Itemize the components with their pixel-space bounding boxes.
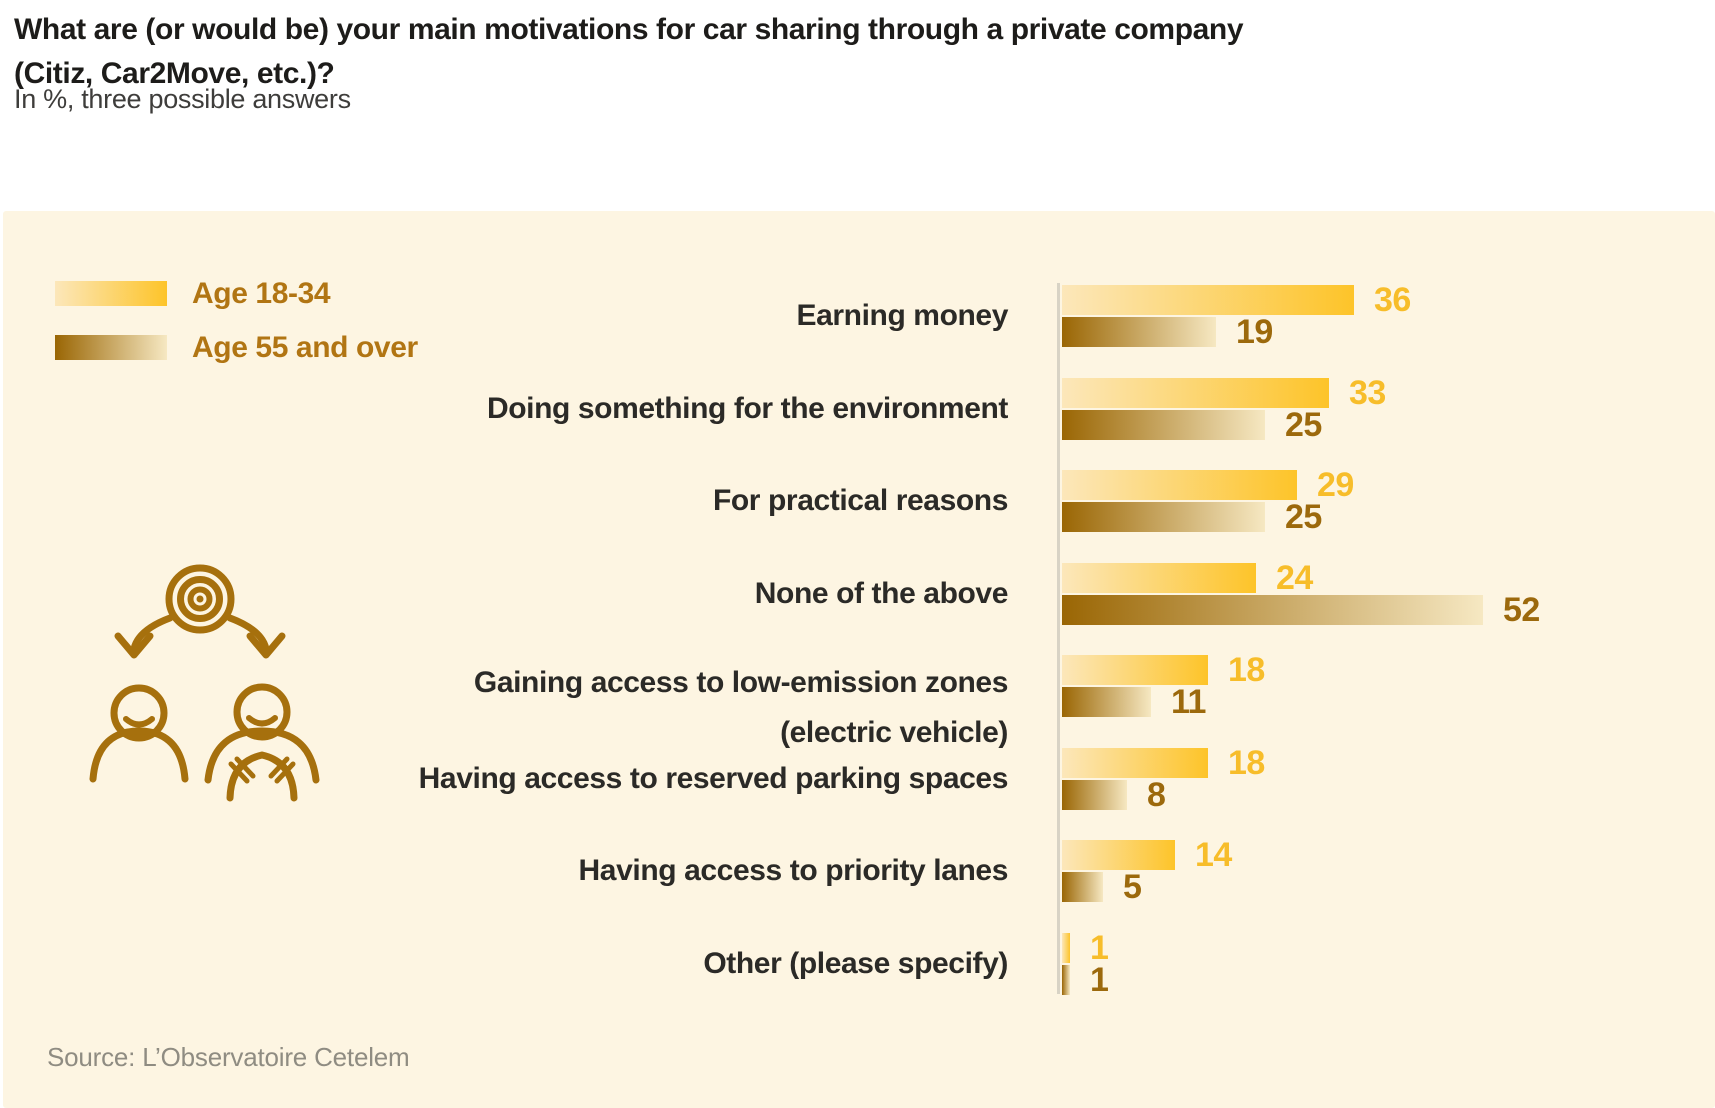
- legend-swatch-age-55-over: [55, 335, 167, 360]
- value-label-age-18-34: 36: [1374, 281, 1411, 319]
- chart-subtitle: In %, three possible answers: [14, 84, 351, 114]
- category-label: Having access to priority lanes: [578, 840, 1009, 902]
- chart-panel-background: [3, 211, 1715, 1108]
- bar-age-18-34: [1062, 748, 1208, 778]
- bar-age-55-over: [1062, 502, 1265, 532]
- bar-age-55-over: [1062, 410, 1265, 440]
- category-label-line: Earning money: [796, 299, 1008, 332]
- bar-age-55-over: [1062, 317, 1216, 347]
- chart-row: Earning money 36 19: [0, 281, 1715, 351]
- value-label-age-55-over: 11: [1171, 683, 1206, 721]
- source-note: Source: L’Observatoire Cetelem: [47, 1042, 410, 1072]
- target-people-icon: [89, 564, 320, 802]
- legend-label-age-18-34: Age 18-34: [192, 277, 331, 310]
- chart-title-line1: What are (or would be) your main motivat…: [14, 13, 1244, 46]
- bar-age-18-34: [1062, 378, 1329, 408]
- category-label-line: None of the above: [754, 577, 1009, 610]
- value-label-age-55-over: 8: [1147, 776, 1166, 814]
- bar-age-18-34: [1062, 840, 1175, 870]
- chart-row: For practical reasons 29 25: [0, 466, 1715, 536]
- category-label: Having access to reserved parking spaces: [418, 748, 1009, 810]
- chart-axis-line: [1057, 283, 1060, 994]
- chart-row: Other (please specify) 1 1: [0, 929, 1715, 999]
- legend-swatch-age-18-34: [55, 281, 167, 306]
- chart-row: None of the above 24 52: [0, 559, 1715, 629]
- value-label-age-55-over: 52: [1503, 591, 1540, 629]
- bar-age-55-over: [1062, 780, 1127, 810]
- chart-row: Having access to reserved parking spaces…: [0, 744, 1715, 814]
- bar-age-18-34: [1062, 655, 1208, 685]
- bar-age-55-over: [1062, 965, 1070, 995]
- value-label-age-55-over: 19: [1236, 313, 1273, 351]
- category-label-line: Gaining access to low-emission zones: [473, 666, 1008, 699]
- bar-age-18-34: [1062, 563, 1256, 593]
- bar-age-55-over: [1062, 687, 1151, 717]
- category-label: Other (please specify): [703, 933, 1008, 995]
- value-label-age-18-34: 29: [1317, 466, 1354, 504]
- bar-age-18-34: [1062, 285, 1354, 315]
- chart-row: Doing something for the environment 33 2…: [0, 374, 1715, 444]
- value-label-age-18-34: 1: [1090, 929, 1109, 967]
- category-label-line: Other (please specify): [703, 947, 1008, 980]
- value-label-age-18-34: 14: [1195, 836, 1232, 874]
- value-label-age-55-over: 25: [1285, 406, 1322, 444]
- value-label-age-55-over: 5: [1123, 868, 1142, 906]
- category-label: Earning money: [796, 285, 1008, 347]
- value-label-age-18-34: 18: [1228, 651, 1265, 689]
- category-label-line: Having access to reserved parking spaces: [418, 762, 1009, 795]
- category-label: For practical reasons: [713, 470, 1008, 532]
- bar-age-18-34: [1062, 933, 1070, 963]
- chart-row: Having access to priority lanes 14 5: [0, 836, 1715, 906]
- value-label-age-55-over: 1: [1090, 961, 1109, 999]
- bar-age-18-34: [1062, 470, 1297, 500]
- category-label-line: Having access to priority lanes: [578, 854, 1009, 887]
- category-label-line: Doing something for the environment: [486, 392, 1008, 425]
- category-label-line: For practical reasons: [712, 484, 1008, 517]
- chart-row: Gaining access to low-emission zones (ele…: [0, 651, 1715, 749]
- bar-age-55-over: [1062, 872, 1103, 902]
- category-label: None of the above: [754, 563, 1009, 625]
- category-label: Doing something for the environment: [487, 378, 1008, 440]
- value-label-age-55-over: 25: [1285, 498, 1322, 536]
- legend-label-age-55-over: Age 55 and over: [192, 331, 418, 364]
- category-label-line: (electric vehicle): [780, 716, 1008, 749]
- chart-title: What are (or would be) your main motivat…: [14, 8, 1244, 96]
- chart-title-line2: (Citiz, Car2Move, etc.)?: [14, 57, 335, 90]
- value-label-age-18-34: 18: [1228, 744, 1265, 782]
- value-label-age-18-34: 24: [1276, 559, 1313, 597]
- value-label-age-18-34: 33: [1349, 374, 1386, 412]
- bar-age-55-over: [1062, 595, 1483, 625]
- category-label: Gaining access to low-emission zones (ele…: [474, 666, 1008, 749]
